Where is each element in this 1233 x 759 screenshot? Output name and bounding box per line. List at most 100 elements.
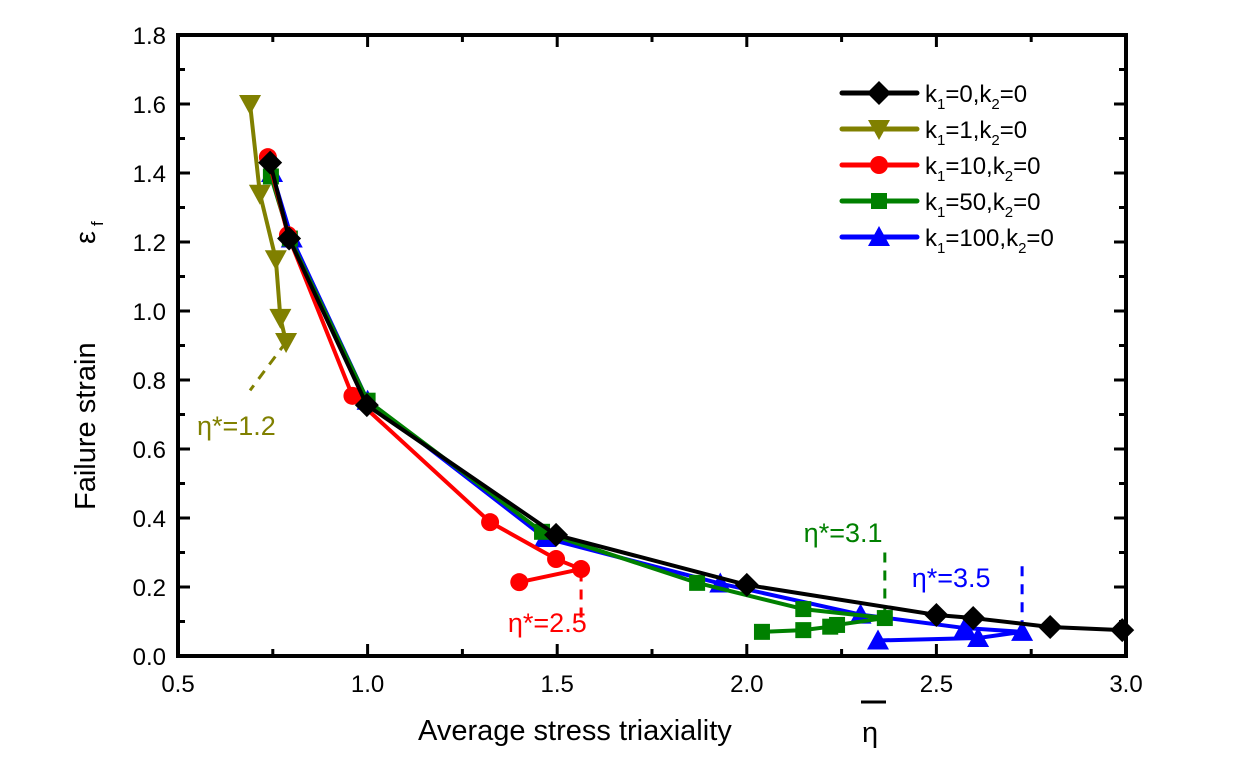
legend-marker [868, 226, 890, 246]
data-point [795, 622, 812, 639]
legend-text: k [925, 225, 938, 252]
annotation-label: η*=2.5 [508, 608, 587, 638]
series-k1=0,k2=0 [258, 150, 1135, 643]
tick-labels: 0.5 1.0 1.5 2.0 2.5 3.0 0.0 0.2 0.4 0.6 0.8 1.0 1.2 1… [133, 23, 1143, 698]
legend-text: =0 [1013, 189, 1040, 216]
legend-label: k1=0,k2=0 [925, 81, 1027, 113]
legend-marker [871, 193, 887, 209]
y-tick-label: 0.0 [133, 644, 166, 671]
legend-item: k1=0,k2=0 [839, 81, 1027, 113]
legend-label: k1=100,k2=0 [925, 225, 1054, 257]
legend-subscript: 2 [1005, 204, 1013, 221]
legend-subscript: 1 [937, 168, 945, 185]
annotation-label: η*=3.5 [912, 563, 991, 593]
data-point [1110, 618, 1135, 643]
data-point [510, 573, 529, 592]
x-tick-label: 3.0 [1109, 671, 1142, 698]
y-tick-label: 0.2 [133, 575, 166, 602]
data-point [481, 513, 500, 532]
legend-marker [868, 120, 890, 140]
legend-label: k1=10,k2=0 [925, 153, 1040, 185]
legend-text: =0 [1013, 153, 1040, 180]
data-point [689, 574, 706, 591]
data-point [544, 522, 569, 547]
data-point [753, 623, 770, 640]
data-point [867, 629, 890, 650]
data-point [248, 184, 271, 205]
data-point [277, 226, 302, 251]
legend-item: k1=1,k2=0 [839, 117, 1027, 149]
y-tick-label: 1.6 [133, 92, 166, 119]
y-tick-label: 1.2 [133, 230, 166, 257]
series-k1=1,k2=0 [239, 95, 298, 354]
legend-subscript: 2 [991, 96, 999, 113]
legend-subscript: 1 [937, 132, 945, 149]
series-line [248, 103, 289, 343]
y-axis-symbol: ε [70, 231, 102, 244]
legend-marker [870, 156, 888, 174]
legend-subscript: 2 [991, 132, 999, 149]
data-point [572, 560, 591, 579]
legend-text: =50,k [945, 189, 1005, 216]
legend-subscript: 2 [1005, 168, 1013, 185]
y-tick-label: 0.4 [133, 506, 166, 533]
annotation-dashed-line [248, 341, 288, 392]
legend-text: =0 [1000, 81, 1027, 108]
x-tick-label: 2.0 [730, 671, 763, 698]
x-axis-title: Average stress triaxiality [418, 715, 732, 747]
series-layer [239, 95, 1135, 650]
legend-item: k1=50,k2=0 [839, 189, 1040, 221]
legend-item: k1=100,k2=0 [839, 225, 1054, 257]
x-tick-label: 2.5 [920, 671, 953, 698]
legend-subscript: 1 [937, 96, 945, 113]
data-point [264, 250, 287, 271]
data-point [354, 393, 379, 418]
series-line [270, 172, 1025, 643]
data-point [1011, 620, 1034, 641]
legend-marker [867, 81, 891, 105]
legend-text: =100,k [945, 225, 1019, 252]
data-point [275, 333, 298, 354]
legend-subscript: 1 [937, 240, 945, 257]
legend-text: k [925, 81, 938, 108]
data-point [961, 606, 986, 631]
data-point [734, 572, 759, 597]
legend-subscript: 2 [1018, 240, 1026, 257]
annotation-lines [248, 341, 1024, 631]
legend-text: =0 [1026, 225, 1053, 252]
legend-text: =0,k [945, 81, 992, 108]
data-point [1038, 615, 1063, 640]
legend-text: =0 [1000, 117, 1027, 144]
y-tick-label: 0.8 [133, 368, 166, 395]
legend-text: k [925, 153, 938, 180]
legend-label: k1=1,k2=0 [925, 117, 1027, 149]
legend-text: k [925, 189, 938, 216]
y-tick-label: 0.6 [133, 437, 166, 464]
legend-text: k [925, 117, 938, 144]
x-tick-label: 1.0 [351, 671, 384, 698]
annotation-label: η*=3.1 [804, 518, 883, 548]
data-point [967, 627, 990, 648]
y-tick-label: 1.8 [133, 23, 166, 50]
ticks [178, 35, 1126, 656]
x-tick-label: 0.5 [161, 671, 194, 698]
data-point [795, 601, 812, 618]
data-point [953, 617, 976, 638]
y-tick-label: 1.4 [133, 161, 166, 188]
y-axis-title-group: Failure strain ε f [70, 221, 107, 510]
data-point [269, 308, 292, 329]
legend-subscript: 1 [937, 204, 945, 221]
data-point [876, 610, 893, 627]
data-point [822, 618, 839, 635]
data-point [547, 550, 566, 569]
annotation-label: η*=1.2 [197, 411, 276, 441]
legend-item: k1=10,k2=0 [839, 153, 1040, 185]
data-point [343, 386, 362, 405]
legend-text: =10,k [945, 153, 1005, 180]
annotation-texts: η*=1.2 η*=2.5 η*=3.1 η*=3.5 [197, 411, 991, 638]
legend-label: k1=50,k2=0 [925, 189, 1040, 221]
y-axis-symbol-subscript: f [88, 221, 107, 226]
x-tick-label: 1.5 [541, 671, 574, 698]
x-axis-symbol: η [862, 717, 878, 749]
